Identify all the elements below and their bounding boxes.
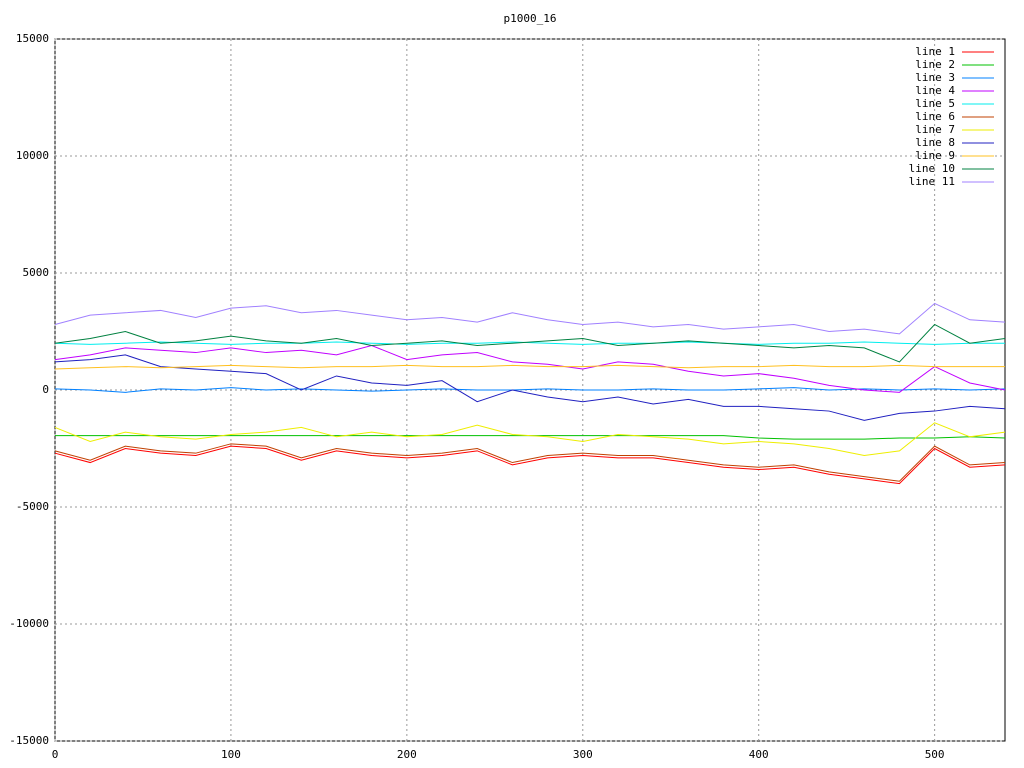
legend-label: line 11 [909, 175, 955, 188]
x-tick-label: 200 [397, 748, 417, 761]
y-tick-label: 15000 [16, 32, 49, 45]
y-tick-label: -15000 [9, 734, 49, 747]
legend-label: line 6 [915, 110, 955, 123]
legend-label: line 9 [915, 149, 955, 162]
data-line [54, 387, 1006, 393]
x-tick-label: 100 [221, 748, 241, 761]
data-line [54, 302, 1006, 335]
data-line [54, 345, 1006, 393]
y-tick-label: 10000 [16, 149, 49, 162]
y-tick-label: 0 [42, 383, 49, 396]
legend-label: line 4 [915, 84, 955, 97]
y-tick-label: -10000 [9, 617, 49, 630]
data-line [54, 341, 1005, 345]
x-tick-label: 0 [52, 748, 59, 761]
legend-label: line 7 [915, 123, 955, 136]
legend-label: line 3 [915, 71, 955, 84]
legend-label: line 1 [915, 45, 955, 58]
y-tick-label: 5000 [23, 266, 50, 279]
legend-label: line 2 [915, 58, 955, 71]
legend-label: line 8 [915, 136, 955, 149]
chart-title: p1000_16 [504, 12, 557, 25]
data-line [54, 445, 1006, 485]
legend-label: line 5 [915, 97, 955, 110]
data-line [54, 443, 1006, 482]
x-tick-label: 400 [749, 748, 769, 761]
data-line [54, 422, 1006, 457]
data-line [54, 364, 1005, 370]
legend-label: line 10 [909, 162, 955, 175]
x-tick-label: 300 [573, 748, 593, 761]
x-tick-label: 500 [925, 748, 945, 761]
data-line [54, 323, 1006, 363]
data-line [54, 354, 1006, 421]
y-tick-label: -5000 [16, 500, 49, 513]
